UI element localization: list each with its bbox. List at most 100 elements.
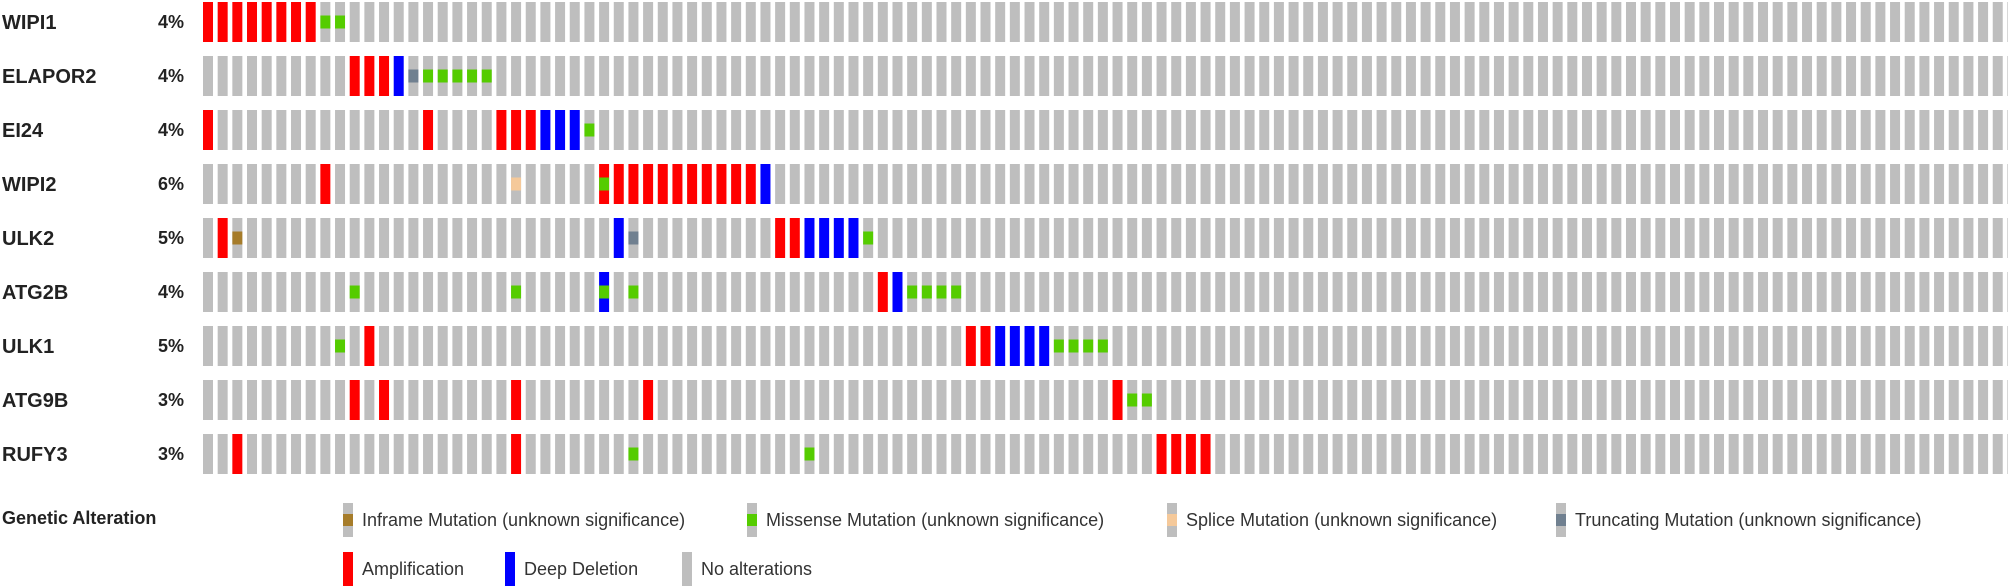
mutation-mark-missense [599,285,610,299]
sample-cell-none [672,110,683,150]
sample-cell-none [1479,164,1490,204]
gene-label: WIPI2 [2,174,56,196]
sample-cell-none [1332,110,1343,150]
sample-cell-none [540,326,551,366]
sample-cell-none [349,110,360,150]
sample-cell-none [1229,2,1240,42]
sample-cell-none [1640,164,1651,204]
sample-cell-none [1361,272,1372,312]
sample-cell-amp [423,110,434,150]
sample-cell-none [364,272,375,312]
sample-cell-none [452,272,463,312]
sample-cell-none [481,380,492,420]
sample-cell-none [1772,218,1783,258]
sample-cell-none [1552,164,1563,204]
sample-cell-none [657,110,668,150]
sample-cell-none [1127,272,1138,312]
sample-cell-none [1024,380,1035,420]
sample-cell-none [672,380,683,420]
sample-cell-none [1934,2,1945,42]
sample-cell-none [305,218,316,258]
sample-cell-none [1332,164,1343,204]
sample-cell-none [1655,434,1666,474]
sample-cell-none [892,164,903,204]
sample-cell-none [921,326,932,366]
sample-cell-none [1420,326,1431,366]
sample-cell-none [980,218,991,258]
sample-cell-none [1317,110,1328,150]
sample-cell-none [1156,2,1167,42]
sample-cell-none [892,326,903,366]
sample-cell-none [1229,164,1240,204]
sample-cell-none [1890,2,1901,42]
sample-cell-none [1097,56,1108,96]
sample-cell-none [540,56,551,96]
sample-cell-none [951,380,962,420]
sample-cell-none [1141,164,1152,204]
sample-cell-none [1200,164,1211,204]
sample-cell-none [1743,164,1754,204]
sample-cell-none [203,434,213,474]
sample-cell-none [1127,434,1138,474]
sample-cell-none [291,326,302,366]
sample-cell-none [1097,2,1108,42]
sample-cell-none [1816,218,1827,258]
sample-cell-none [1273,380,1284,420]
sample-cell-none [408,434,419,474]
sample-cell-none [1259,56,1270,96]
sample-cell-none [379,326,390,366]
sample-cell-none [687,2,698,42]
sample-cell-none [1347,164,1358,204]
sample-cell-none [731,2,742,42]
sample-cell-none [848,434,859,474]
sample-cell-none [1097,434,1108,474]
sample-cell-none [1875,2,1886,42]
sample-cell-none [496,434,507,474]
mutation-mark-missense [423,69,434,83]
sample-cell-none [467,110,478,150]
sample-cell-del [555,110,566,150]
sample-cell-none [892,2,903,42]
sample-cell-none [1802,218,1813,258]
sample-cell-none [408,218,419,258]
sample-cell-none [848,164,859,204]
sample-cell-none [408,326,419,366]
sample-cell-none [1728,218,1739,258]
sample-cell-none [511,326,522,366]
sample-cell-none [833,434,844,474]
sample-cell-none [1259,164,1270,204]
sample-cell-none [1244,326,1255,366]
sample-cell-none [1581,110,1592,150]
sample-cell-none [261,272,272,312]
sample-cell-none [1772,434,1783,474]
sample-cell-none [1097,380,1108,420]
sample-cell-none [423,326,434,366]
sample-cell-none [951,434,962,474]
sample-cell-none [452,2,463,42]
legend-swatch [747,514,757,526]
sample-cell-none [1229,326,1240,366]
sample-cell-none [1405,2,1416,42]
sample-cell-none [848,56,859,96]
sample-cell-none [745,2,756,42]
sample-cell-none [1640,434,1651,474]
sample-cell-none [1523,272,1534,312]
gene-label: EI24 [2,120,44,142]
sample-cell-none [1904,434,1915,474]
sample-cell-none [1846,380,1857,420]
sample-cell-none [599,110,610,150]
sample-cell-none [1978,110,1989,150]
sample-cell-none [261,218,272,258]
sample-cell-none [907,218,918,258]
sample-cell-none [1024,218,1035,258]
sample-cell-none [1728,272,1739,312]
sample-cell-none [1537,164,1548,204]
sample-cell-none [1846,164,1857,204]
sample-cell-none [555,56,566,96]
sample-cell-none [657,56,668,96]
sample-cell-none [1449,380,1460,420]
sample-cell-none [775,2,786,42]
sample-cell-none [1772,110,1783,150]
sample-cell-amp [511,110,522,150]
